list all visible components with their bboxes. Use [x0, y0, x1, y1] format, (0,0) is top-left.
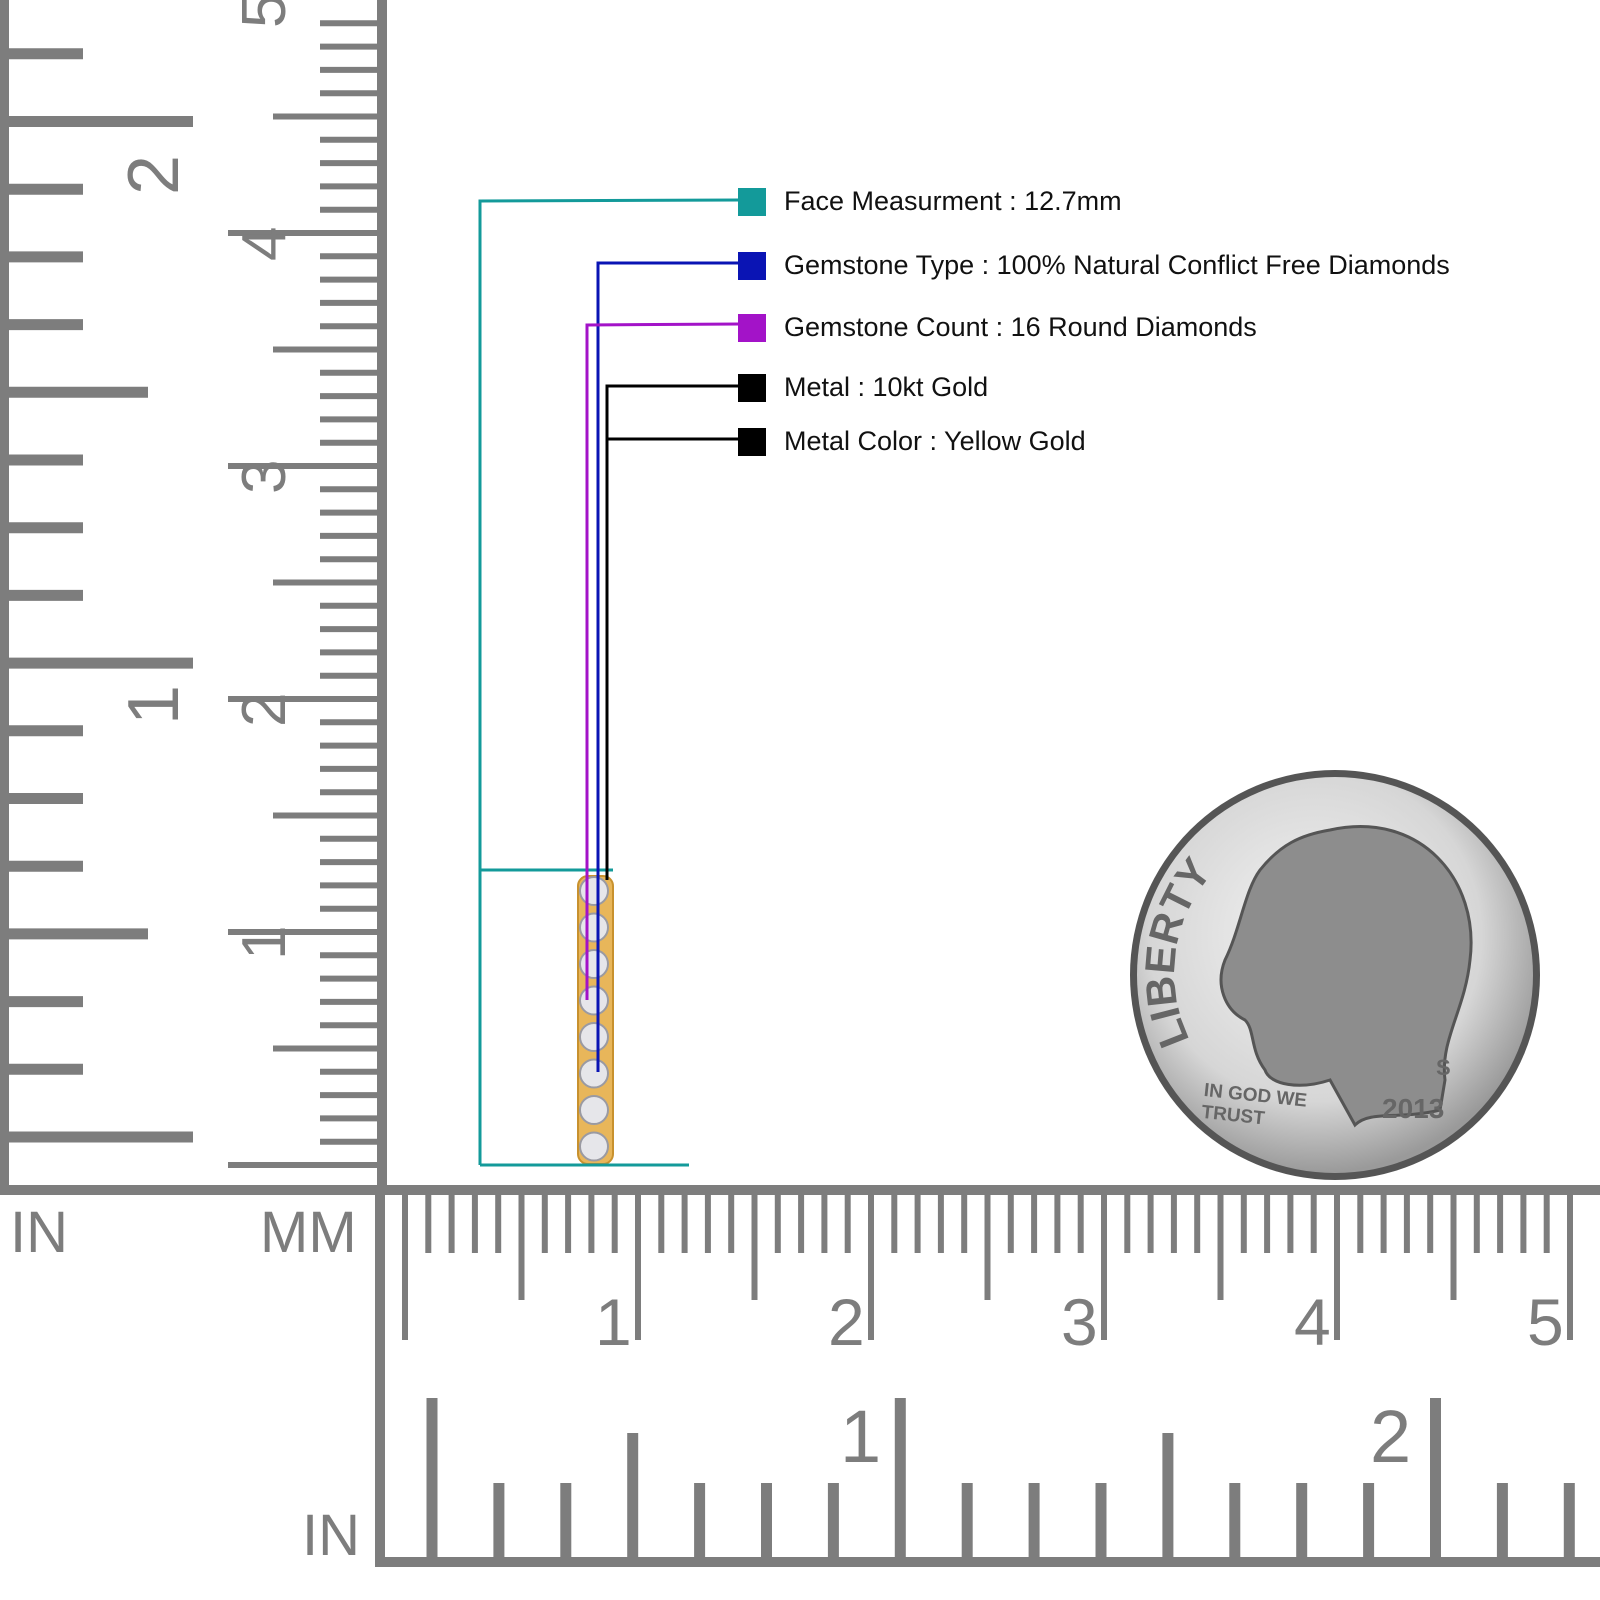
horizontal-mm-label: 2 [828, 1285, 865, 1359]
leader-line [478, 198, 741, 1167]
vertical-mm-label: 1 [230, 926, 299, 960]
leader-line [605, 384, 740, 880]
vertical-mm-label: 2 [230, 693, 299, 727]
diamond-stone [579, 876, 609, 906]
legend-label: Gemstone Count : 16 Round Diamonds [784, 312, 1257, 342]
diamond-stone [579, 1022, 609, 1052]
black-swatch-icon [738, 427, 766, 456]
horizontal-inch-label: 2 [1370, 1395, 1411, 1478]
horizontal-inch-label: 1 [840, 1395, 881, 1478]
vertical-mm-label: 4 [230, 227, 299, 261]
diamond-stone [579, 912, 609, 943]
dime-coin: LIBERTY 2013 S [1130, 770, 1540, 1180]
legend-gemstone-type: Gemstone Type : 100% Natural Conflict Fr… [738, 250, 1450, 281]
bar-pendant [577, 875, 614, 1165]
leader-lines [478, 198, 741, 1167]
vertical-mm-label: 3 [230, 460, 299, 494]
diamond-stone [579, 949, 609, 979]
coin-year: 2013 [1382, 1093, 1444, 1124]
legend-metal: Metal : 10kt Gold [738, 372, 988, 403]
legend-face-measurement: Face Measurment : 12.7mm [738, 186, 1122, 217]
legend-label: Metal : 10kt Gold [784, 372, 989, 402]
legend-label: Metal Color : Yellow Gold [784, 426, 1086, 456]
legend-label: Face Measurment : 12.7mm [784, 186, 1122, 216]
legend-label: Gemstone Type : 100% Natural Conflict Fr… [784, 250, 1450, 280]
bottom-inch-unit-label: IN [302, 1503, 360, 1568]
diamond-stone [579, 1131, 609, 1162]
leader-line [585, 322, 741, 1000]
coin-portrait [1219, 825, 1473, 1128]
horizontal-ruler-frame [375, 1185, 1600, 1567]
horizontal-mm-label: 1 [595, 1285, 632, 1359]
mm-unit-label: MM [260, 1200, 357, 1265]
vertical-inch-label: 1 [114, 685, 194, 725]
vertical-mm-label: 5 [230, 0, 299, 28]
vertical-ruler-frame [0, 0, 387, 1195]
leader-line [596, 261, 740, 1072]
horizontal-mm-label: 5 [1527, 1285, 1564, 1359]
legend-gemstone-count: Gemstone Count : 16 Round Diamonds [738, 312, 1257, 343]
black-swatch-icon [738, 373, 766, 402]
legend-metal-color: Metal Color : Yellow Gold [738, 426, 1086, 457]
coin-mint-mark: S [1436, 1055, 1451, 1080]
horizontal-mm-label: 4 [1294, 1285, 1331, 1359]
diamond-stone [579, 1095, 609, 1125]
diamond-stone [579, 985, 609, 1016]
horizontal-mm-label: 3 [1061, 1285, 1098, 1359]
vertical-inch-label: 2 [114, 155, 194, 195]
left-inch-unit-label: IN [10, 1200, 68, 1265]
purple-swatch-icon [738, 313, 766, 342]
blue-swatch-icon [738, 251, 766, 280]
teal-swatch-icon [738, 187, 766, 216]
diamond-stone [579, 1058, 609, 1089]
